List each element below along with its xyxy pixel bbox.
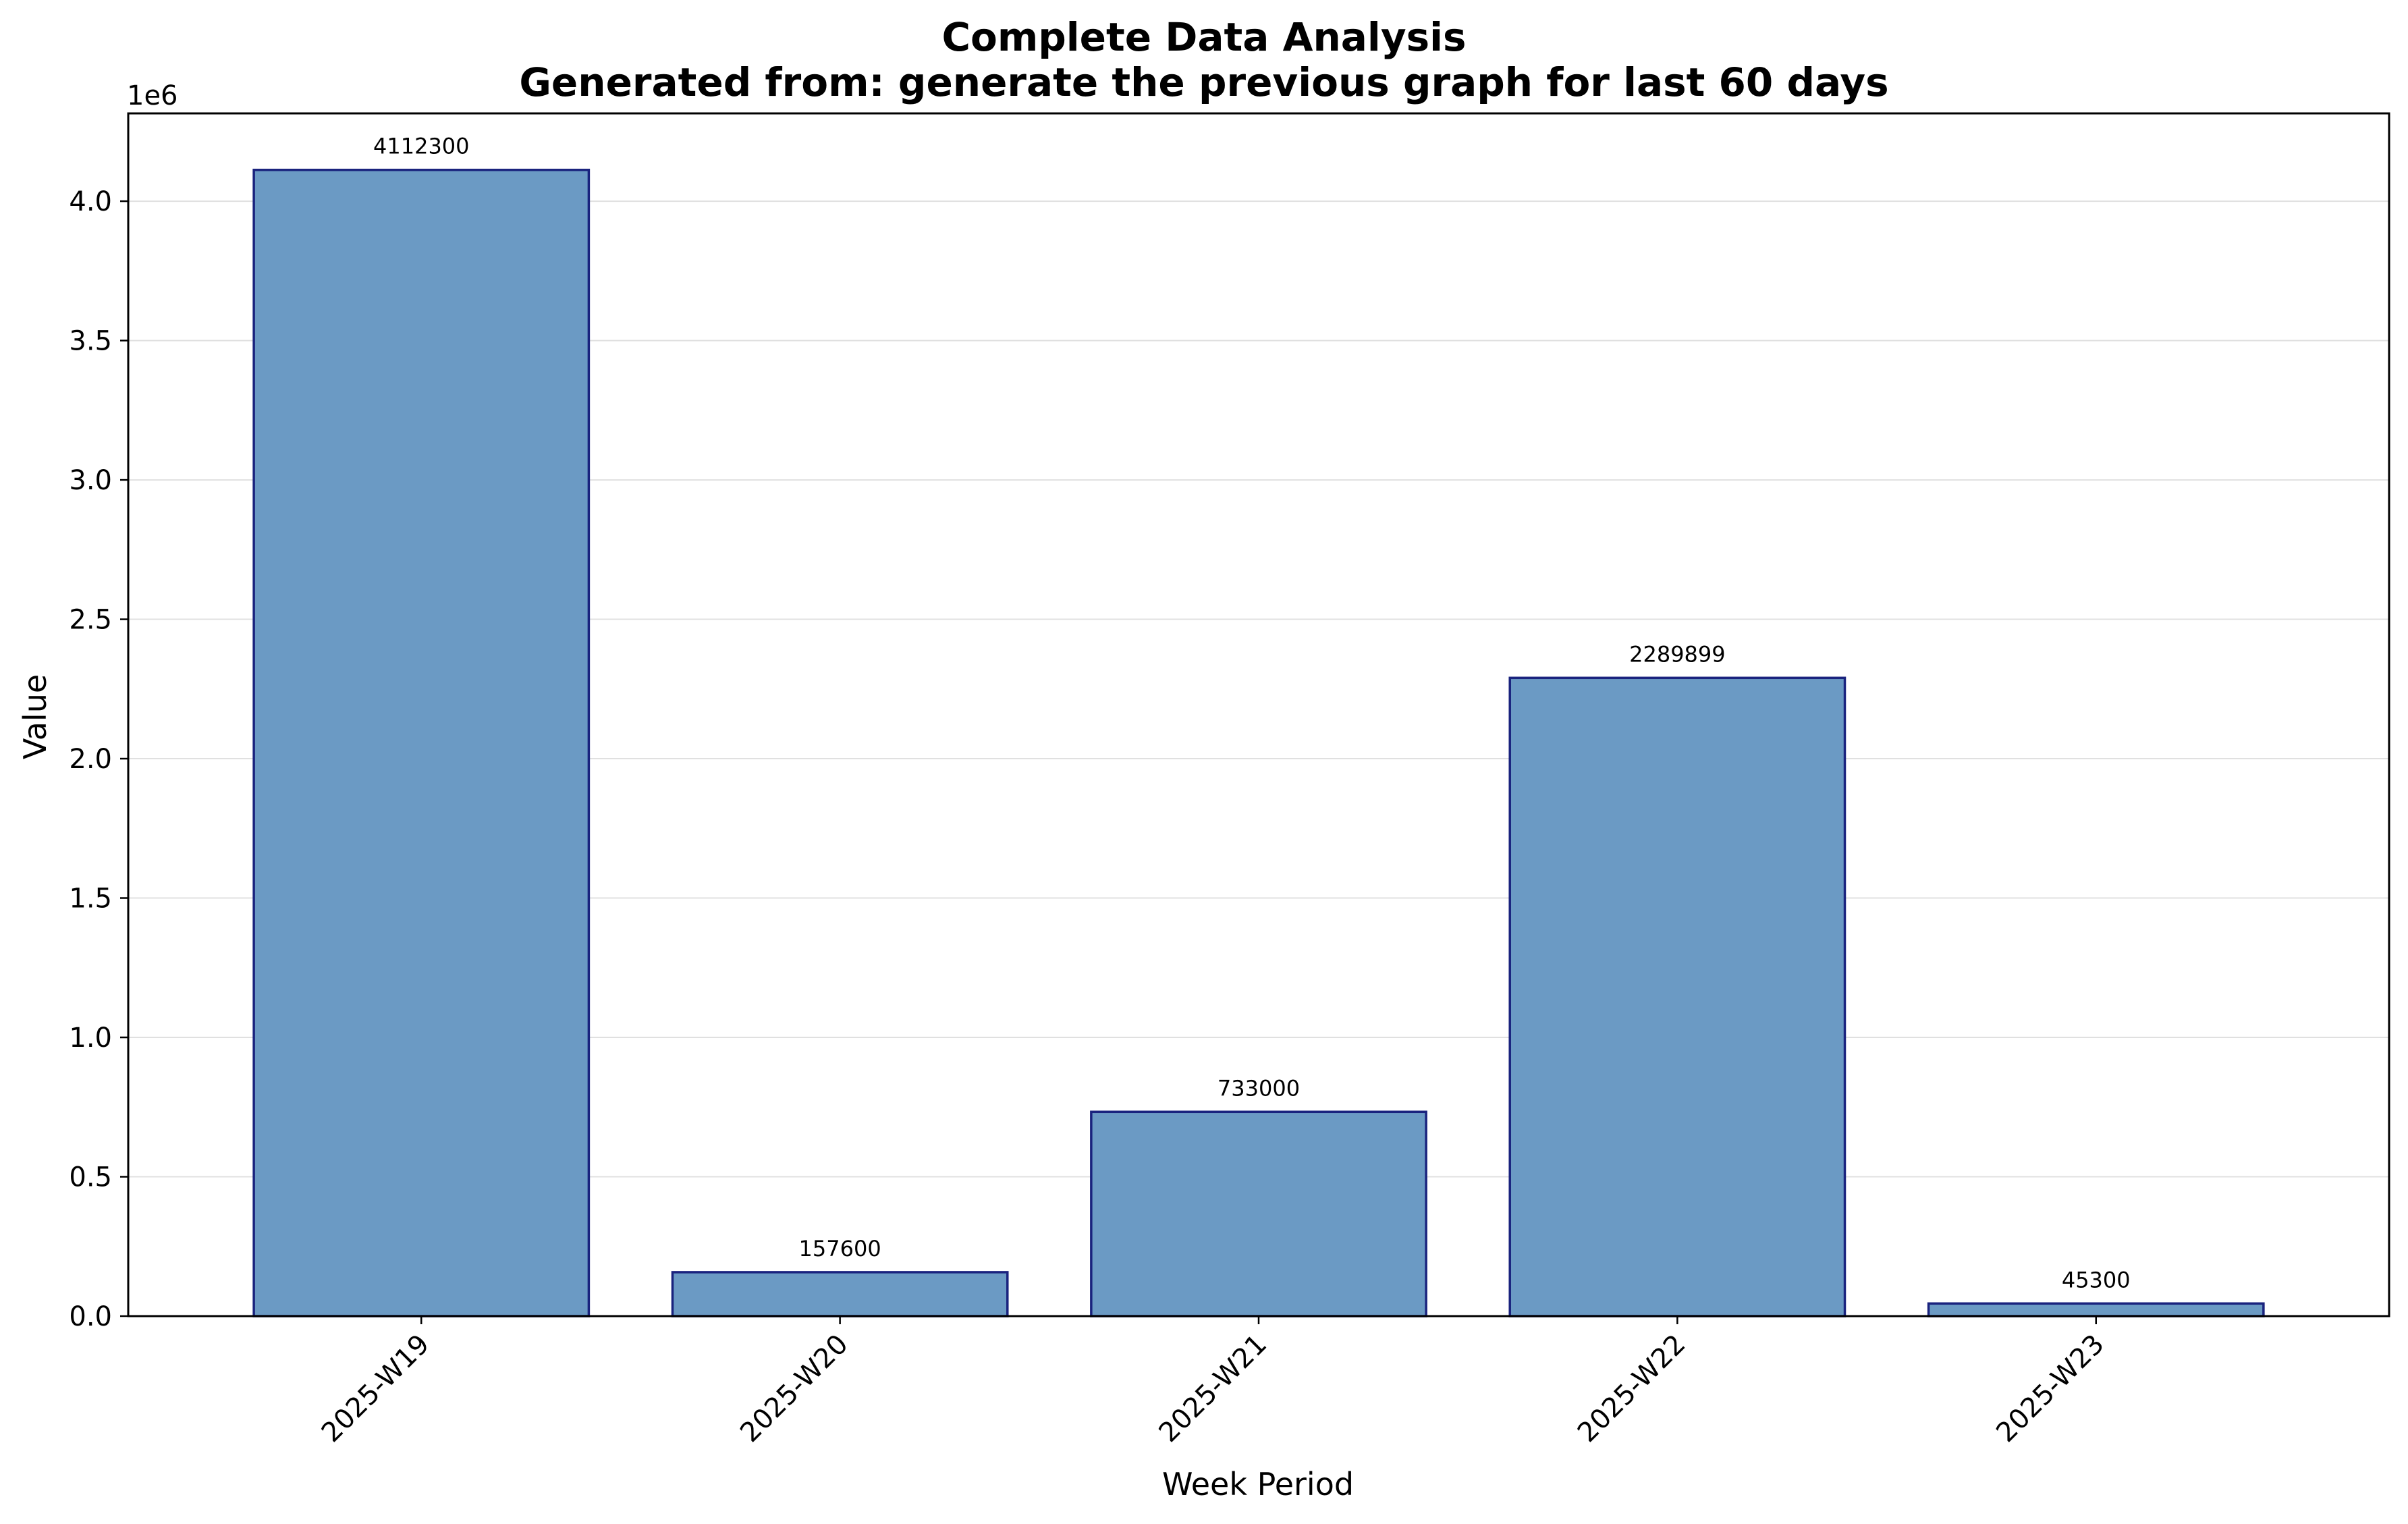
- bar-value-label: 4112300: [373, 134, 470, 159]
- x-axis-label: Week Period: [1162, 1466, 1354, 1502]
- y-ticks: 0.0 0.5 1.0 1.5 2.0 2.5 3.0 3.5 4.0: [69, 186, 128, 1332]
- y-tick-label: 3.5: [69, 326, 112, 357]
- x-tick-label: 2025-W23: [1990, 1329, 2110, 1449]
- bar-value-label: 2289899: [1629, 641, 1726, 667]
- bar-value-label: 45300: [2062, 1267, 2131, 1292]
- data-labels: 4112300 157600 733000 2289899 45300: [373, 134, 2131, 1293]
- x-ticks: 2025-W19 2025-W20 2025-W21 2025-W22 2025-W23: [316, 1316, 2110, 1448]
- chart-subtitle: Generated from: generate the previous gr…: [519, 59, 1888, 105]
- bar: [671, 1271, 1009, 1317]
- y-tick-label: 3.0: [69, 465, 112, 496]
- bar-value-label: 733000: [1217, 1075, 1300, 1101]
- y-tick-label: 4.0: [69, 186, 112, 217]
- bar-value-label: 157600: [799, 1236, 881, 1261]
- bar: [1090, 1110, 1427, 1317]
- bar: [1927, 1302, 2265, 1317]
- y-tick-label: 1.5: [69, 883, 112, 915]
- bar: [1508, 676, 1846, 1317]
- y-offset-label: 1e6: [127, 80, 178, 111]
- bar: [252, 168, 591, 1317]
- bars: [252, 168, 2265, 1317]
- x-tick-label: 2025-W20: [734, 1329, 854, 1449]
- x-tick-label: 2025-W22: [1572, 1329, 1692, 1449]
- y-tick-label: 0.5: [69, 1162, 112, 1193]
- y-tick-label: 2.0: [69, 744, 112, 775]
- x-tick-label: 2025-W19: [316, 1329, 436, 1449]
- x-tick-label: 2025-W21: [1153, 1329, 1274, 1449]
- y-tick-label: 2.5: [69, 605, 112, 636]
- y-tick-label: 1.0: [69, 1023, 112, 1054]
- chart-title: Complete Data Analysis: [941, 14, 1466, 60]
- y-axis-label: Value: [17, 674, 53, 759]
- y-tick-label: 0.0: [69, 1301, 112, 1332]
